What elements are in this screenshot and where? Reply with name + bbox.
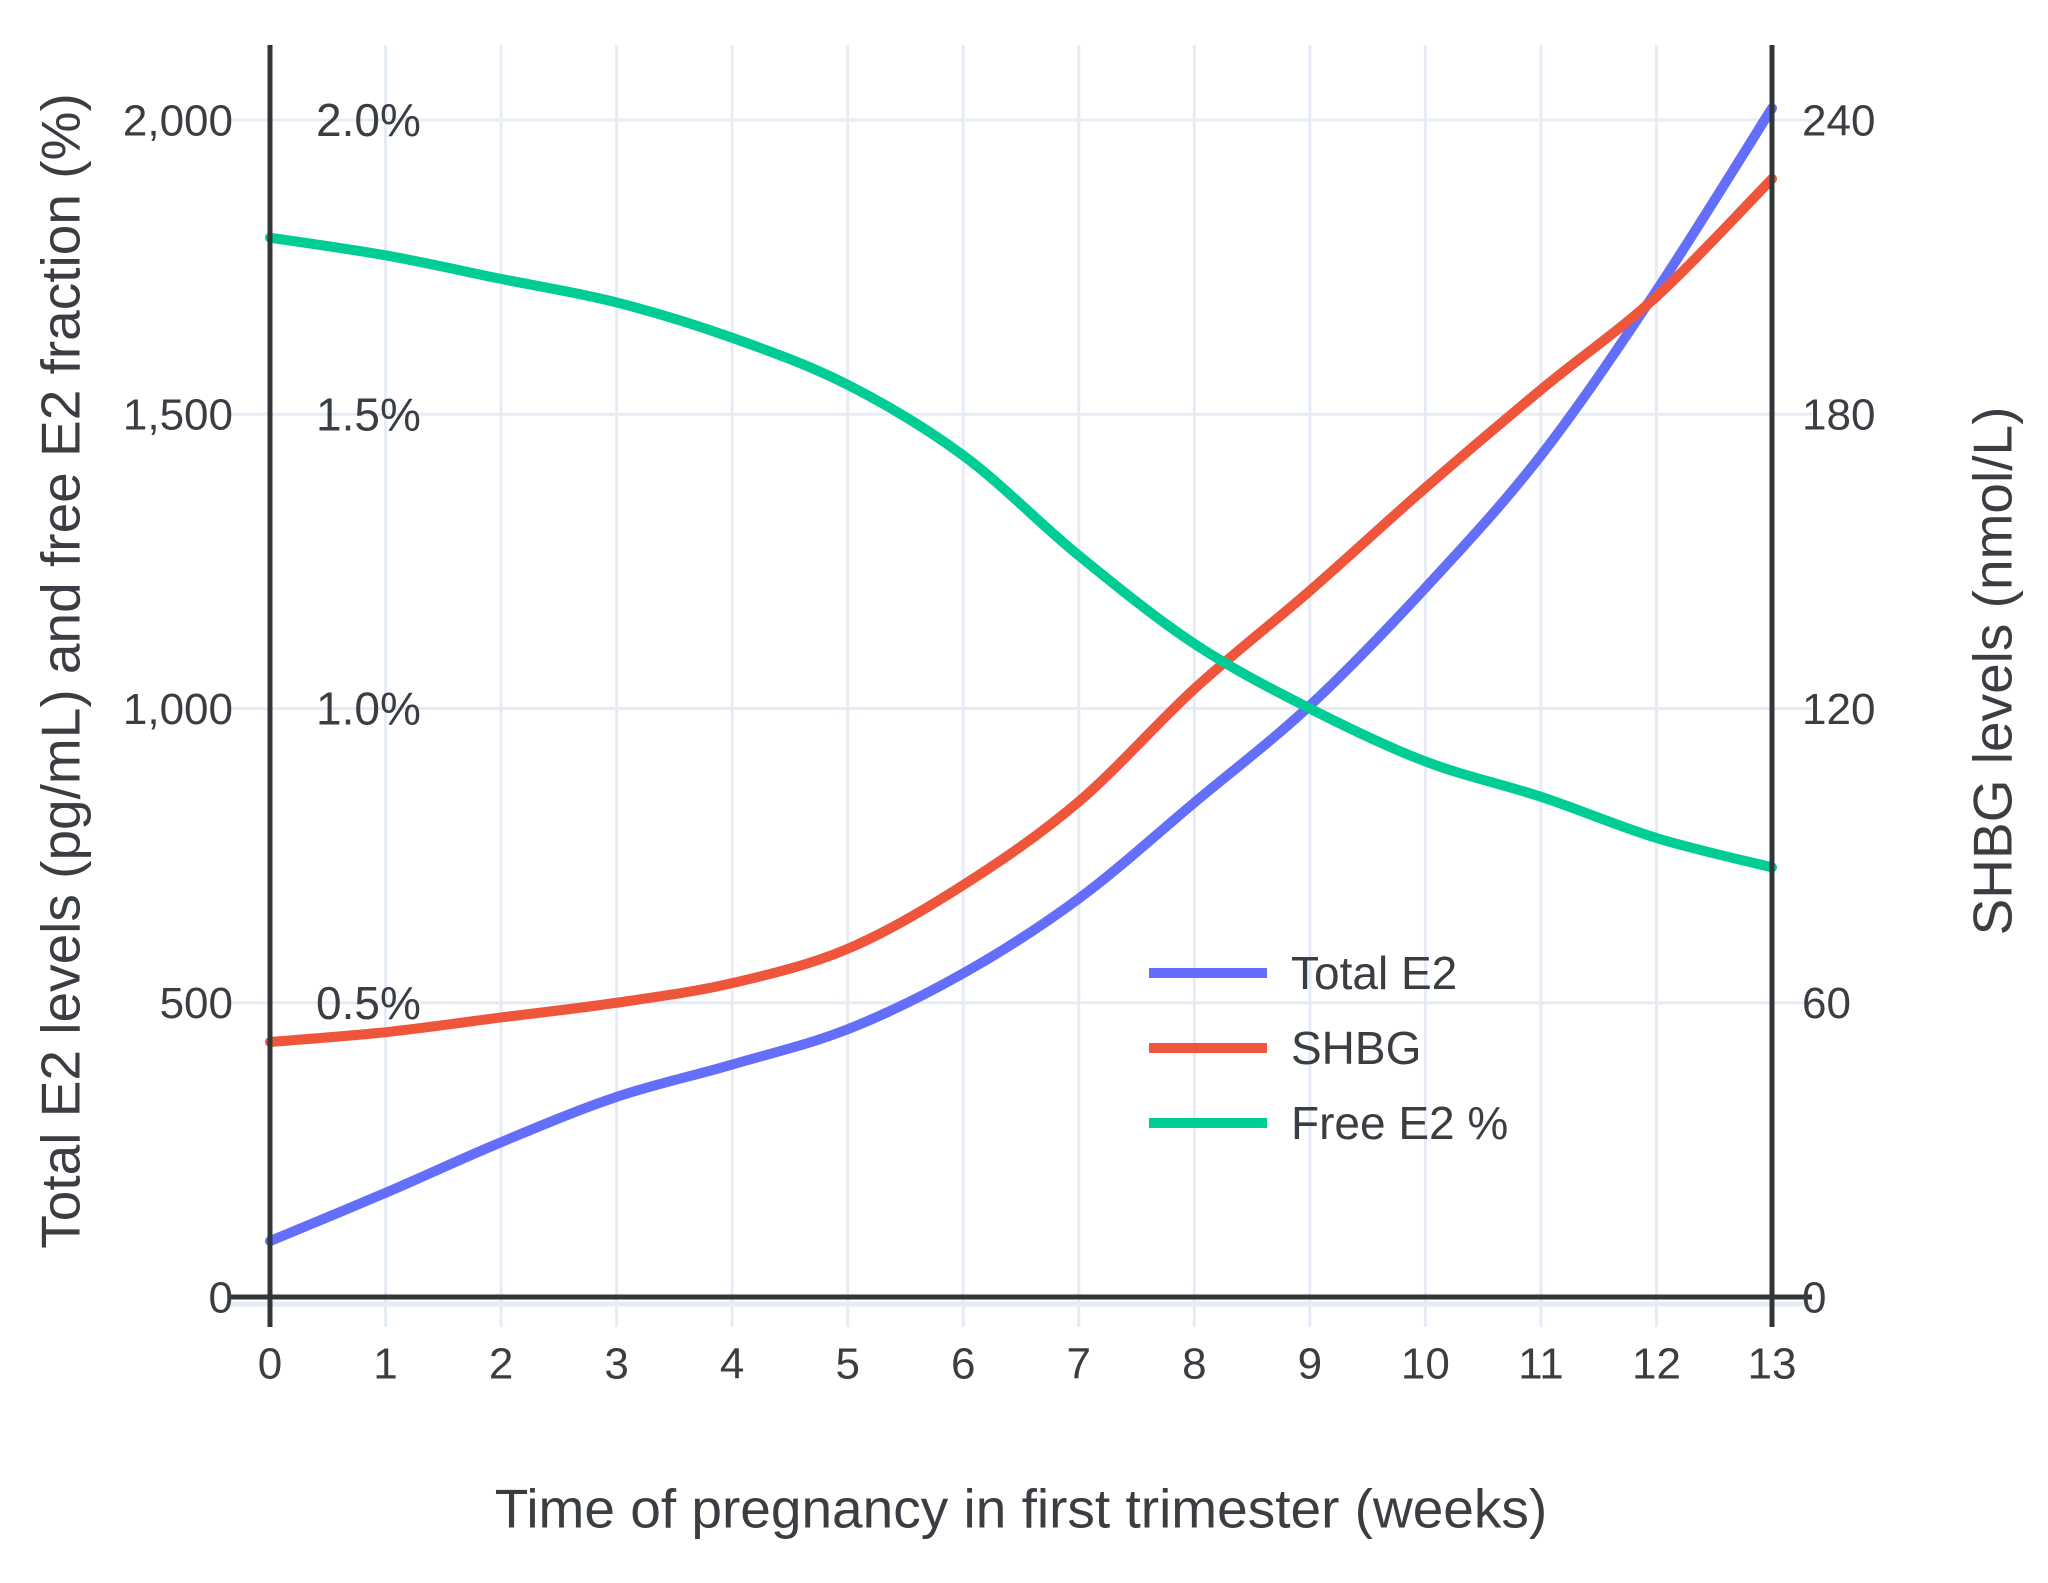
x-tick-label-13: 13 bbox=[1748, 1339, 1797, 1388]
y-right-tick-label-60: 60 bbox=[1802, 979, 1851, 1028]
legend-label-total-e2: Total E2 bbox=[1291, 947, 1457, 999]
pct-annotation-2-0: 2.0% bbox=[316, 94, 421, 146]
gridlines bbox=[230, 45, 1812, 1327]
x-tick-label-10: 10 bbox=[1401, 1339, 1450, 1388]
x-tick-label-1: 1 bbox=[373, 1339, 397, 1388]
x-tick-label-2: 2 bbox=[489, 1339, 513, 1388]
legend-label-shbg: SHBG bbox=[1291, 1022, 1421, 1074]
y-left-tick-label-1-000: 1,000 bbox=[123, 685, 233, 734]
legend-label-free-e2: Free E2 % bbox=[1291, 1097, 1508, 1149]
x-tick-label-3: 3 bbox=[604, 1339, 628, 1388]
x-tick-label-11: 11 bbox=[1518, 1339, 1564, 1388]
y-left-tick-label-0: 0 bbox=[209, 1273, 233, 1322]
pct-annotation-1-0: 1.0% bbox=[316, 683, 421, 735]
y-right-tick-label-0: 0 bbox=[1802, 1273, 1826, 1322]
x-tick-label-0: 0 bbox=[258, 1339, 282, 1388]
series-line-free-e2 bbox=[265, 232, 1777, 873]
x-tick-label-9: 9 bbox=[1298, 1339, 1322, 1388]
x-tick-label-7: 7 bbox=[1067, 1339, 1091, 1388]
x-axis-title: Time of pregnancy in first trimester (we… bbox=[495, 1477, 1547, 1539]
legend-item-shbg[interactable]: SHBG bbox=[1149, 1022, 1421, 1074]
pct-annotation-0-5: 0.5% bbox=[316, 977, 421, 1029]
x-tick-label-6: 6 bbox=[951, 1339, 975, 1388]
percent-annotations: 0.5% 1.0% 1.5% 2.0% bbox=[316, 94, 421, 1029]
x-tick-label-5: 5 bbox=[835, 1339, 859, 1388]
legend-item-free-e2[interactable]: Free E2 % bbox=[1149, 1097, 1508, 1149]
axis-lines bbox=[230, 45, 1812, 1327]
y-axis-title-right: SHBG levels (nmol/L) bbox=[1961, 407, 2023, 936]
series-lines bbox=[265, 103, 1777, 1247]
y-axis-title-left: Total E2 levels (pg/mL) and free E2 frac… bbox=[29, 93, 91, 1249]
x-tick-label-12: 12 bbox=[1632, 1339, 1681, 1388]
x-tick-label-4: 4 bbox=[720, 1339, 744, 1388]
y-left-tick-label-500: 500 bbox=[160, 979, 233, 1028]
legend-item-total-e2[interactable]: Total E2 bbox=[1149, 947, 1457, 999]
x-tick-label-8: 8 bbox=[1182, 1339, 1206, 1388]
series-line-total-e2 bbox=[265, 103, 1777, 1247]
series-line-shbg bbox=[265, 173, 1777, 1047]
y-left-tick-label-1-500: 1,500 bbox=[123, 391, 233, 440]
y-right-tick-label-180: 180 bbox=[1802, 391, 1875, 440]
y-right-tick-label-240: 240 bbox=[1802, 96, 1875, 145]
pct-annotation-1-5: 1.5% bbox=[316, 388, 421, 440]
legend: Total E2 SHBG Free E2 % bbox=[1149, 947, 1508, 1149]
y-left-tick-label-2-000: 2,000 bbox=[123, 96, 233, 145]
y-right-tick-label-120: 120 bbox=[1802, 685, 1875, 734]
